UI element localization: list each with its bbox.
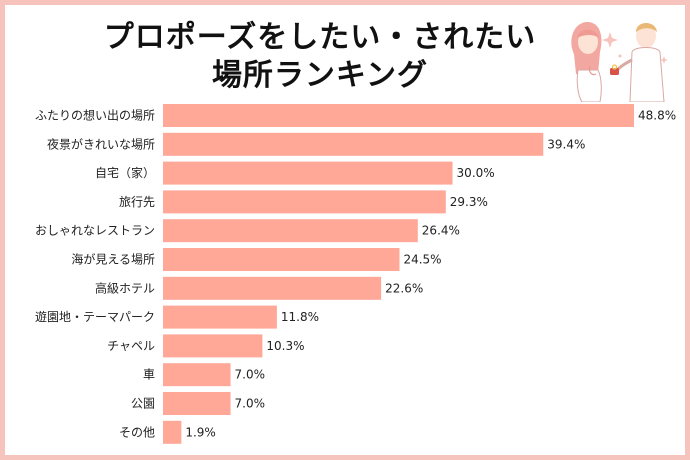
- bar: [163, 276, 382, 300]
- bar: [163, 334, 263, 358]
- chart-title-line-1: プロポーズをしたい・されたい: [103, 20, 537, 55]
- category-label: ふたりの想い出の場所: [35, 108, 155, 123]
- value-label: 48.8%: [638, 109, 676, 123]
- category-label: 自宅（家）: [95, 165, 155, 180]
- bar: [163, 219, 418, 243]
- bar: [163, 392, 231, 415]
- value-label: 29.3%: [450, 195, 488, 209]
- bar: [163, 420, 182, 444]
- category-label: 夜景がきれいな場所: [47, 136, 155, 151]
- category-label: 遊園地・テーマパーク: [35, 309, 155, 324]
- bar: [163, 190, 446, 214]
- category-label: その他: [119, 425, 155, 439]
- bar: [163, 248, 400, 271]
- bar: [163, 161, 453, 185]
- value-label: 7.0%: [235, 368, 265, 382]
- bar: [163, 305, 277, 329]
- category-label: 公園: [131, 397, 155, 411]
- category-label: おしゃれなレストラン: [35, 224, 155, 238]
- value-label: 39.4%: [547, 137, 585, 151]
- category-label: 車: [143, 368, 155, 382]
- couple-proposal-icon: [571, 21, 668, 102]
- value-label: 22.6%: [385, 281, 423, 295]
- value-label: 1.9%: [185, 425, 216, 439]
- value-label: 7.0%: [235, 397, 265, 411]
- bar: [163, 132, 544, 156]
- value-label: 26.4%: [422, 224, 460, 238]
- chart-title-line-2: 場所ランキング: [211, 58, 429, 93]
- category-label: チャペル: [107, 339, 155, 353]
- value-label: 24.5%: [403, 253, 441, 267]
- category-label: 旅行先: [119, 195, 155, 209]
- bar: [163, 363, 231, 387]
- value-label: 10.3%: [266, 339, 304, 353]
- value-label: 30.0%: [457, 166, 495, 180]
- category-label: 高級ホテル: [95, 280, 155, 295]
- bar: [163, 104, 634, 127]
- category-label: 海が見える場所: [71, 252, 155, 267]
- value-label: 11.8%: [281, 310, 319, 324]
